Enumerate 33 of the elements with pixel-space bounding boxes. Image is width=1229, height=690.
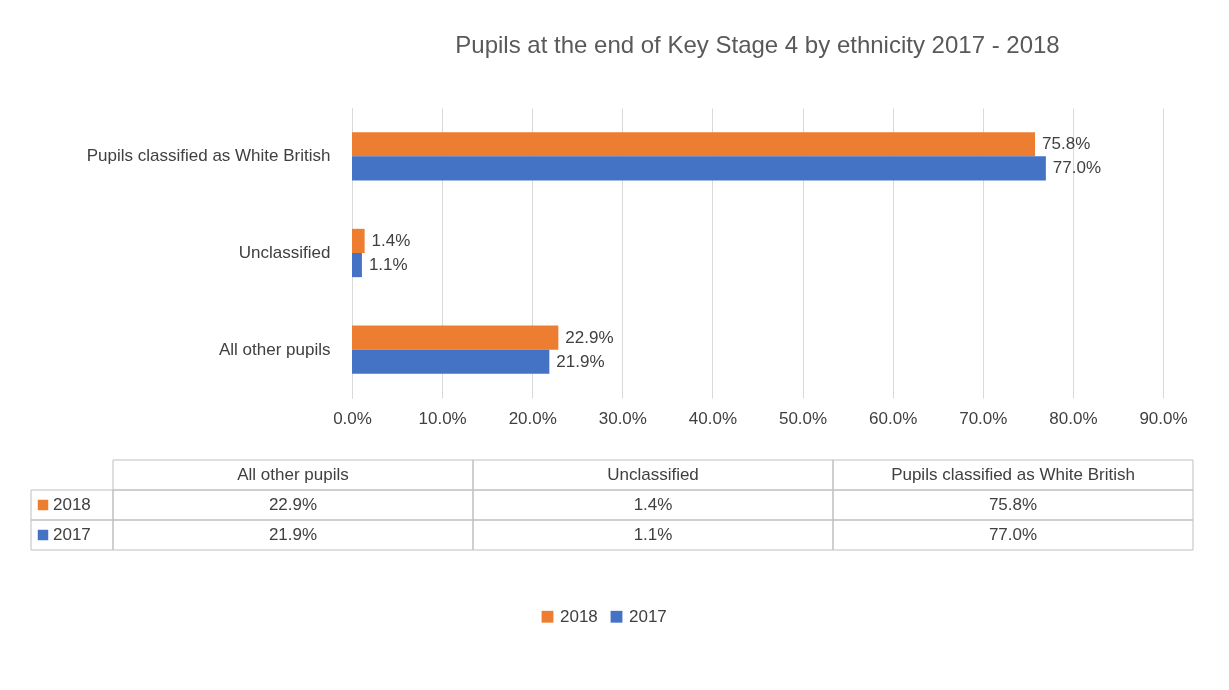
data-label: 75.8% [1042,134,1091,154]
text: 2017 [53,525,91,544]
text: 22.9% [268,495,318,514]
x-tick-label: 70.0% [959,408,1008,428]
x-tick-label: 20.0% [508,408,557,428]
y-tick-label: Unclassified [238,243,331,262]
y-tick-label: Pupils classified as White British [86,146,331,166]
x-tick-label: 10.0% [418,408,467,428]
text: 1.1% [633,525,673,544]
legend-label: 2018 [560,606,598,626]
x-tick-label: 50.0% [778,408,828,428]
category-label: Pupils classified as White British [891,465,1135,484]
category-label: Unclassified [607,465,699,484]
text: 2018 [53,495,91,514]
text: 75.8% [988,495,1038,514]
data-label: 22.9% [565,327,614,347]
y-tick-label: All other pupils [218,339,331,359]
data-label: 1.1% [368,255,408,275]
legend-label: 2017 [629,606,667,626]
x-tick-label: 0.0% [333,408,372,428]
data-label: 21.9% [556,351,605,371]
x-tick-label: 60.0% [869,408,918,428]
category-label: All other pupils [237,465,349,484]
text: 21.9% [268,525,318,544]
text: 77.0% [988,525,1038,544]
x-tick-label: 30.0% [598,408,647,428]
data-label: 1.4% [371,230,411,250]
x-tick-label: 90.0% [1139,408,1188,428]
x-tick-label: 80.0% [1049,408,1098,428]
chart-title: Pupils at the end of Key Stage 4 by ethnicity 2017 - 2018 [455,31,1060,58]
x-tick-label: 40.0% [688,408,738,428]
data-label: 77.0% [1052,158,1102,178]
text: 1.4% [633,495,673,514]
